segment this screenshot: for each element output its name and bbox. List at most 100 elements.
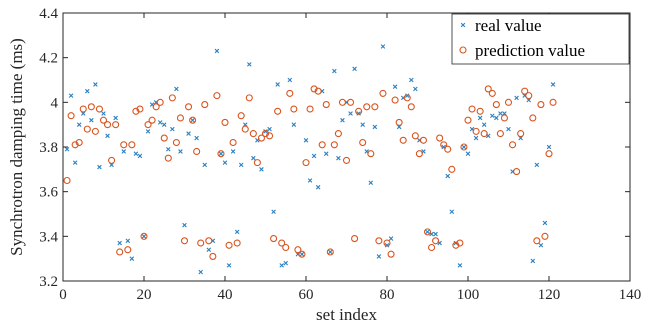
prediction-value-point [91, 127, 99, 135]
real-value-point [259, 167, 264, 172]
real-value-point [157, 120, 163, 125]
prediction-value-point [124, 246, 132, 254]
x-tick-label: 140 [619, 287, 642, 303]
real-value-point [457, 263, 463, 268]
prediction-value-point [286, 89, 294, 97]
prediction-value-point [472, 127, 480, 135]
real-value-point [72, 160, 78, 165]
real-value-point [299, 251, 305, 257]
prediction-value-point [500, 114, 509, 122]
real-value-point [85, 88, 90, 94]
real-value-point [372, 124, 378, 130]
real-value-point [186, 131, 191, 136]
prediction-value-point [464, 116, 472, 124]
real-value-point [388, 236, 394, 241]
real-value-point [303, 138, 309, 143]
prediction-value-point [168, 94, 176, 102]
y-tick-label: 4.2 [39, 51, 58, 67]
real-value-point [315, 184, 321, 190]
real-value-point [234, 229, 240, 235]
real-value-point [145, 129, 151, 134]
prediction-value-point [120, 141, 128, 149]
real-value-point [194, 135, 199, 141]
real-value-point [404, 93, 410, 98]
real-value-point [247, 62, 252, 67]
prediction-value-point [233, 239, 241, 247]
prediction-value-point [399, 136, 407, 144]
prediction-value-point [99, 116, 108, 124]
real-value-point [283, 260, 289, 266]
prediction-value-point [144, 121, 152, 129]
real-value-point [291, 122, 297, 127]
y-tick-label: 3.4 [39, 229, 58, 245]
prediction-value-point [221, 118, 229, 126]
prediction-value-point [302, 159, 310, 167]
prediction-value-point [448, 165, 456, 173]
prediction-value-point [359, 138, 367, 147]
prediction-value-point [403, 94, 411, 102]
prediction-value-point [189, 116, 197, 124]
legend-x-marker-icon [460, 22, 466, 28]
real-value-point [546, 144, 552, 150]
legend-real-label: real value [475, 16, 542, 35]
real-value-point [384, 242, 390, 248]
y-axis-label: Synchrotron damping time (ms) [7, 38, 26, 256]
prediction-value-point [525, 92, 533, 100]
x-axis: 0 20 40 60 80 100 120 140 [59, 13, 641, 303]
prediction-value-point [294, 246, 302, 254]
prediction-value-point [265, 132, 274, 140]
plot-marks [63, 44, 557, 275]
real-value-point [238, 162, 244, 168]
prediction-value-point [257, 134, 266, 142]
prediction-value-point [545, 150, 553, 158]
y-axis: 3.2 3.4 3.6 3.8 4 4.2 4.4 [39, 6, 630, 290]
real-value-point [409, 77, 414, 83]
prediction-value-point [201, 101, 209, 109]
prediction-value-point [148, 116, 156, 124]
prediction-value-point [136, 105, 144, 113]
prediction-value-point [460, 143, 468, 151]
real-value-point [64, 146, 70, 152]
real-value-point [93, 82, 98, 87]
real-value-point [190, 117, 195, 123]
prediction-value-point [205, 237, 213, 245]
prediction-value-point [217, 150, 225, 158]
prediction-value-point [330, 141, 338, 149]
real-value-point [166, 146, 171, 152]
prediction-value-point [484, 85, 492, 93]
real-value-point [352, 66, 357, 72]
prediction-value-point [71, 141, 79, 149]
real-value-point [275, 82, 280, 87]
prediction-value-point [367, 150, 375, 158]
prediction-value-point [237, 112, 245, 120]
prediction-value-point [432, 237, 440, 245]
prediction-value-point [419, 136, 428, 144]
prediction-value-point [185, 103, 193, 111]
prediction-value-point [508, 141, 517, 149]
prediction-value-point [132, 107, 140, 115]
real-value-point [473, 135, 479, 141]
real-value-point [206, 247, 212, 253]
prediction-value-point [87, 103, 95, 111]
prediction-value-point [521, 87, 529, 95]
prediction-value-point [95, 105, 103, 113]
prediction-value-point [112, 121, 120, 129]
prediction-value-point [108, 156, 116, 164]
real-value-point [222, 160, 228, 165]
prediction-value-point [363, 103, 371, 111]
prediction-value-point [209, 252, 217, 260]
real-value-point [101, 111, 106, 116]
y-tick-label: 3.8 [39, 140, 58, 156]
real-value-point [133, 151, 139, 156]
y-tick-label: 3.6 [39, 185, 58, 201]
real-value-point [340, 117, 345, 123]
prediction-value-point [541, 232, 549, 240]
y-tick-label: 4 [51, 95, 59, 111]
real-value-point [538, 242, 544, 248]
prediction-value-point [517, 130, 525, 138]
prediction-value-point [63, 176, 71, 185]
real-value-point [307, 178, 313, 183]
prediction-value-point [245, 94, 253, 102]
real-value-point [129, 256, 135, 261]
prediction-value-point [193, 147, 201, 156]
